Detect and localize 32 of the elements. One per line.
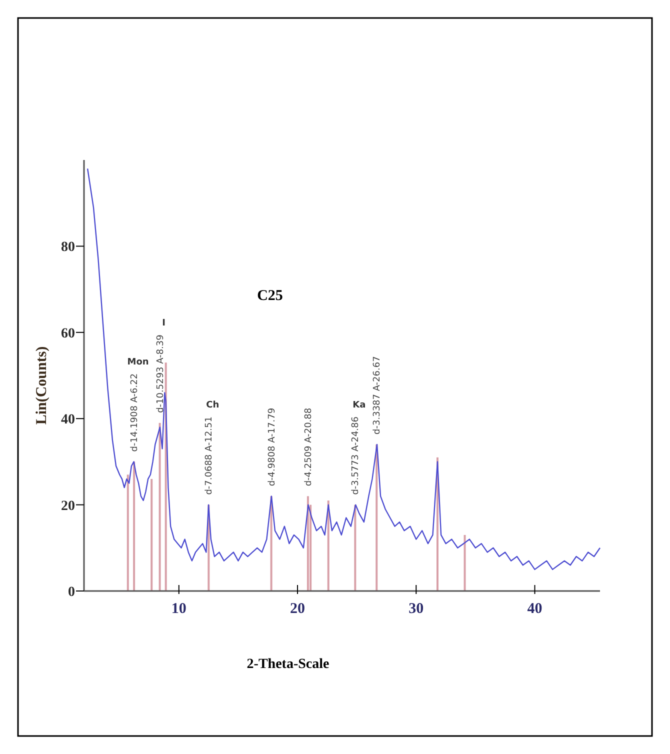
text: C25 — [257, 288, 283, 304]
bar — [133, 462, 136, 591]
annotation: d-14.1908 A-6.22 — [130, 373, 140, 452]
bar — [464, 534, 466, 591]
y-tick-label: 0 — [68, 585, 75, 600]
annotation: Mon — [127, 358, 149, 368]
bar — [150, 478, 153, 591]
annotation: I — [162, 318, 166, 329]
y-tick-label: 80 — [61, 240, 75, 256]
annotation: Ka — [352, 400, 366, 411]
x-tick-label: 30 — [408, 601, 424, 617]
annotation: d-7.0688 A-12.51 — [204, 416, 215, 495]
annotation: d-10.5293 A-8.39 — [156, 334, 166, 413]
y-tick-label: 40 — [61, 412, 75, 428]
bar — [327, 500, 330, 591]
x-tick-label: 20 — [290, 601, 306, 617]
line-series — [86, 168, 601, 570]
bar — [376, 444, 378, 591]
annotation: d-4.2509 A-20.88 — [304, 408, 314, 486]
y-tick-label: 20 — [61, 498, 75, 514]
annotation: d-4.9808 A-17.79 — [267, 408, 278, 486]
y-axis-title: Lin(Counts) — [34, 346, 50, 425]
x-tick-label: 10 — [171, 601, 186, 617]
annotation: d-3.3387 A-26.67 — [372, 356, 383, 434]
x-tick-label: 40 — [527, 601, 542, 617]
bar — [306, 496, 309, 591]
annotation: d-3.5773 A-24.86 — [351, 416, 362, 495]
bar — [158, 422, 161, 591]
y-tick-label: 60 — [61, 326, 75, 342]
annotation: Ch — [206, 400, 220, 411]
x-axis-title: 2-Theta-Scale — [246, 657, 330, 672]
bar — [354, 504, 356, 591]
